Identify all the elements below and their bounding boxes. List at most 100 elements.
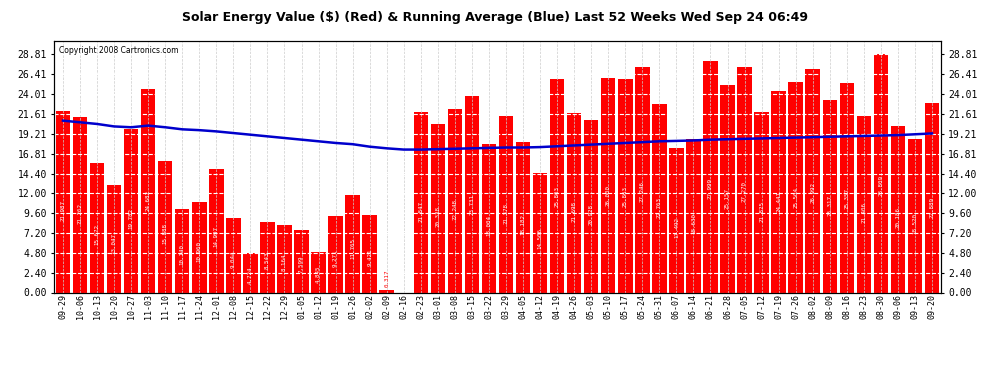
- Text: 21.406: 21.406: [861, 202, 866, 223]
- Text: 15.672: 15.672: [95, 224, 100, 245]
- Text: 25.863: 25.863: [623, 186, 628, 207]
- Text: 19.782: 19.782: [129, 209, 134, 230]
- Text: 21.698: 21.698: [571, 201, 576, 222]
- Text: 20.186: 20.186: [895, 207, 900, 228]
- Text: 24.682: 24.682: [146, 190, 150, 211]
- Bar: [379, 290, 394, 292]
- Bar: [806, 69, 820, 292]
- Bar: [447, 109, 462, 292]
- Bar: [703, 61, 718, 292]
- Bar: [175, 209, 189, 292]
- Bar: [754, 112, 769, 292]
- Text: 22.763: 22.763: [656, 197, 662, 218]
- Text: 25.803: 25.803: [554, 186, 559, 207]
- Text: 14.997: 14.997: [214, 226, 219, 247]
- Text: 8.543: 8.543: [265, 252, 270, 270]
- Text: 25.357: 25.357: [844, 188, 849, 209]
- Text: 15.888: 15.888: [162, 223, 167, 244]
- Text: 9.044: 9.044: [231, 250, 236, 268]
- Bar: [362, 214, 377, 292]
- Bar: [209, 169, 224, 292]
- Bar: [260, 222, 274, 292]
- Text: 26.000: 26.000: [606, 185, 611, 206]
- Text: 18.182: 18.182: [521, 214, 526, 236]
- Bar: [567, 113, 581, 292]
- Bar: [856, 116, 871, 292]
- Bar: [107, 185, 122, 292]
- Bar: [55, 111, 70, 292]
- Text: 18.520: 18.520: [913, 213, 918, 234]
- Text: 7.599: 7.599: [299, 255, 304, 273]
- Bar: [840, 83, 854, 292]
- Text: 27.246: 27.246: [640, 181, 644, 202]
- Bar: [669, 148, 684, 292]
- Bar: [873, 54, 888, 292]
- Text: 10.140: 10.140: [180, 244, 185, 265]
- Bar: [226, 218, 241, 292]
- Text: 14.506: 14.506: [538, 228, 543, 249]
- Bar: [499, 116, 513, 292]
- Text: 18.630: 18.630: [691, 213, 696, 234]
- Text: 4.724: 4.724: [248, 266, 252, 284]
- Bar: [618, 79, 633, 292]
- Bar: [891, 126, 905, 292]
- Bar: [738, 67, 751, 292]
- Text: 21.262: 21.262: [77, 203, 82, 224]
- Bar: [771, 91, 786, 292]
- Text: 10.960: 10.960: [197, 241, 202, 262]
- Text: 21.825: 21.825: [759, 201, 764, 222]
- Text: 17.492: 17.492: [674, 217, 679, 238]
- Text: Solar Energy Value ($) (Red) & Running Average (Blue) Last 52 Weeks Wed Sep 24 0: Solar Energy Value ($) (Red) & Running A…: [182, 11, 808, 24]
- Text: 4.845: 4.845: [316, 266, 321, 283]
- Text: 8.164: 8.164: [282, 254, 287, 271]
- Bar: [686, 139, 701, 292]
- Bar: [601, 78, 616, 292]
- Text: 26.992: 26.992: [810, 182, 815, 203]
- Text: 27.999: 27.999: [708, 178, 713, 199]
- Text: 13.047: 13.047: [112, 234, 117, 255]
- Text: 11.765: 11.765: [350, 238, 355, 259]
- Text: 20.928: 20.928: [589, 204, 594, 225]
- Bar: [431, 124, 446, 292]
- Text: 18.004: 18.004: [486, 215, 491, 236]
- Bar: [925, 104, 940, 292]
- Text: Copyright 2008 Cartronics.com: Copyright 2008 Cartronics.com: [58, 46, 178, 55]
- Bar: [311, 252, 326, 292]
- Bar: [294, 230, 309, 292]
- Text: 25.157: 25.157: [725, 189, 730, 210]
- Bar: [244, 254, 257, 292]
- Text: 25.504: 25.504: [793, 187, 798, 208]
- Text: 23.731: 23.731: [469, 194, 474, 215]
- Bar: [192, 202, 207, 292]
- Text: 27.270: 27.270: [742, 181, 747, 202]
- Bar: [584, 120, 598, 292]
- Text: 28.809: 28.809: [878, 175, 883, 196]
- Bar: [124, 129, 139, 292]
- Bar: [652, 104, 666, 292]
- Text: 22.889: 22.889: [930, 197, 935, 218]
- Bar: [549, 80, 564, 292]
- Bar: [721, 85, 735, 292]
- Bar: [73, 117, 87, 292]
- Text: 9.271: 9.271: [333, 249, 339, 267]
- Text: 9.421: 9.421: [367, 249, 372, 266]
- Bar: [277, 225, 292, 292]
- Bar: [329, 216, 343, 292]
- Bar: [908, 140, 922, 292]
- Bar: [346, 195, 360, 292]
- Bar: [414, 112, 428, 292]
- Bar: [823, 100, 837, 292]
- Text: 24.441: 24.441: [776, 191, 781, 212]
- Text: 21.378: 21.378: [504, 202, 509, 223]
- Text: 0.317: 0.317: [384, 270, 389, 287]
- Text: 21.987: 21.987: [60, 200, 65, 221]
- Bar: [90, 163, 104, 292]
- Bar: [533, 172, 547, 292]
- Bar: [635, 68, 649, 292]
- Text: 21.847: 21.847: [419, 201, 424, 222]
- Bar: [158, 161, 172, 292]
- Text: 20.338: 20.338: [436, 206, 441, 227]
- Bar: [482, 144, 496, 292]
- Text: 23.317: 23.317: [828, 195, 833, 216]
- Text: 22.248: 22.248: [452, 199, 457, 220]
